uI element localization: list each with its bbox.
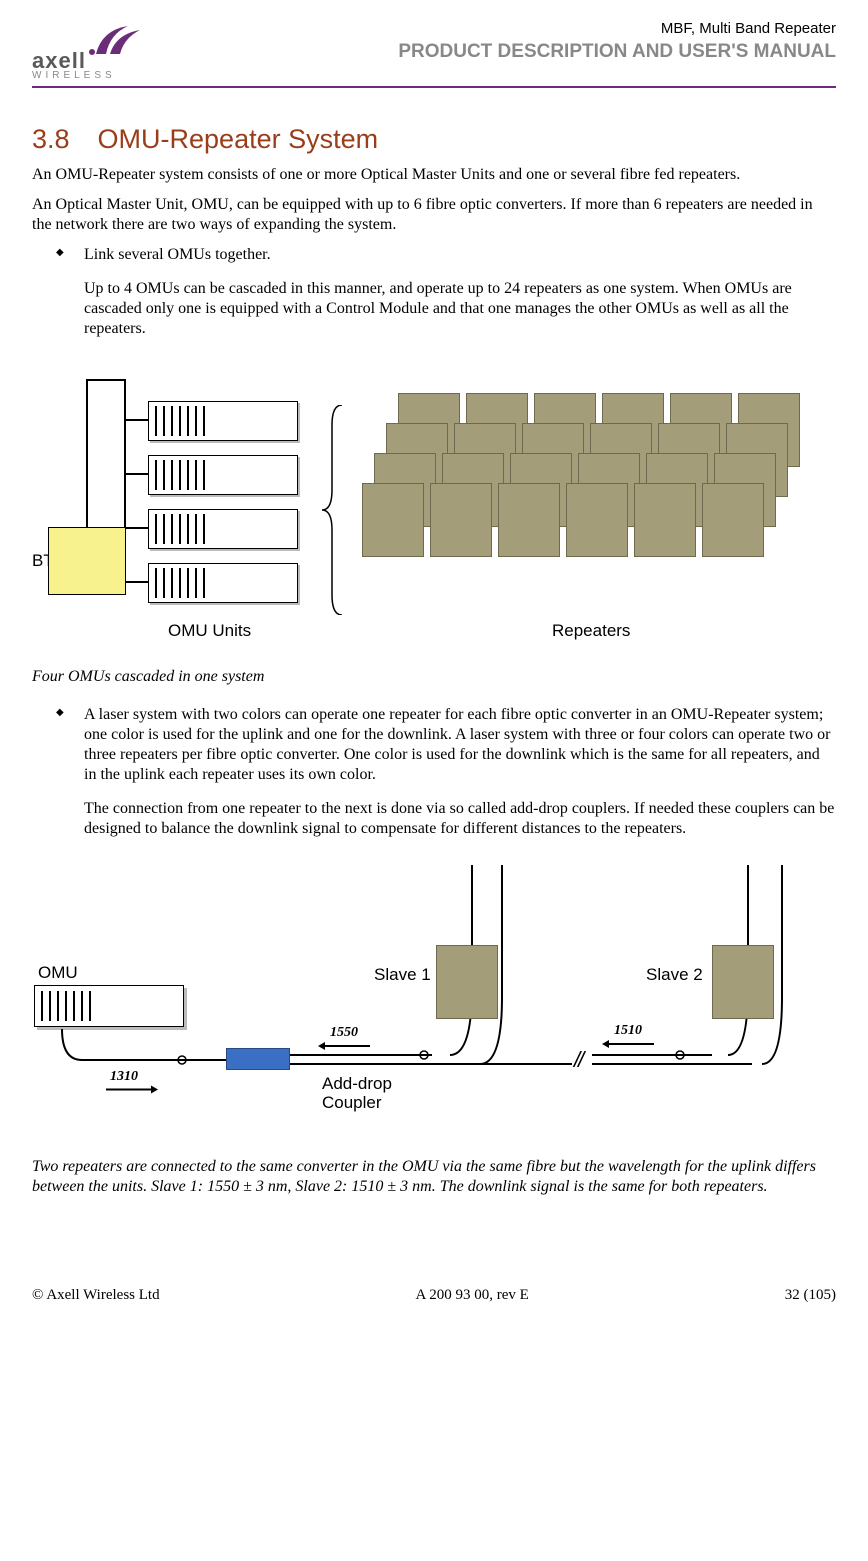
bullet-1-lead: Link several OMUs together. [84,246,271,263]
section-title: OMU-Repeater System [98,124,379,154]
page-header: axell WIRELESS MBF, Multi Band Repeater … [32,20,836,80]
omu-unit [148,563,298,603]
logo-swirl-icon [88,20,144,60]
repeater-box [430,483,492,557]
header-doctype: PRODUCT DESCRIPTION AND USER'S MANUAL [398,41,836,63]
omu-unit [148,455,298,495]
wavelength-1510: 1510 [614,1023,642,1039]
repeater-box [362,483,424,557]
bullet-list-2: A laser system with two colors can opera… [32,705,836,839]
repeater-grid [362,393,822,613]
bullet-1-sub: Up to 4 OMUs can be cascaded in this man… [84,279,836,339]
slave2-box [712,945,774,1019]
wavelength-1310: 1310 [110,1069,138,1085]
footer-center: A 200 93 00, rev E [416,1287,529,1304]
figure-add-drop-coupler: OMU 1310 Add-drop Coupler 1550 Slave 1 /… [32,857,832,1147]
brace-icon [320,405,350,615]
omu-units-label: OMU Units [168,621,251,641]
header-product: MBF, Multi Band Repeater [398,20,836,37]
repeater-box [498,483,560,557]
bullet-item-2: A laser system with two colors can opera… [56,705,836,839]
coupler-label: Add-drop Coupler [322,1075,392,1112]
repeater-box [702,483,764,557]
repeater-box [566,483,628,557]
figure-1-caption: Four OMUs cascaded in one system [32,667,836,687]
bts-box [48,527,126,595]
figure-2-caption: Two repeaters are connected to the same … [32,1157,836,1197]
arrow-icon [608,1043,654,1045]
figure-cascaded-omus: BTS OMU Units Repeaters [32,357,832,657]
footer-right: 32 (105) [785,1287,836,1304]
page-footer: © Axell Wireless Ltd A 200 93 00, rev E … [32,1287,836,1304]
paragraph-2: An Optical Master Unit, OMU, can be equi… [32,195,836,235]
slave1-box [436,945,498,1019]
paragraph-1: An OMU-Repeater system consists of one o… [32,165,836,185]
repeaters-label: Repeaters [552,621,630,641]
arrow-icon [106,1089,152,1091]
bullet-list-1: Link several OMUs together. Up to 4 OMUs… [32,245,836,339]
bullet-item-1: Link several OMUs together. Up to 4 OMUs… [56,245,836,339]
slave1-label: Slave 1 [374,965,431,985]
break-icon: // [574,1047,582,1073]
logo: axell WIRELESS [32,20,172,80]
arrow-icon [324,1045,370,1047]
slave2-label: Slave 2 [646,965,703,985]
logo-subtext: WIRELESS [32,70,116,81]
footer-left: © Axell Wireless Ltd [32,1287,160,1304]
section-number: 3.8 [32,124,70,155]
omu-unit [148,401,298,441]
repeater-box [634,483,696,557]
bullet-2-lead: A laser system with two colors can opera… [84,706,830,783]
wavelength-1550: 1550 [330,1025,358,1041]
header-right: MBF, Multi Band Repeater PRODUCT DESCRIP… [398,20,836,63]
bullet-2-sub: The connection from one repeater to the … [84,799,836,839]
omu-unit [148,509,298,549]
section-heading: 3.8 OMU-Repeater System [32,124,836,155]
omu-stack [148,401,298,617]
header-divider [32,86,836,88]
coupler-box [226,1048,290,1070]
